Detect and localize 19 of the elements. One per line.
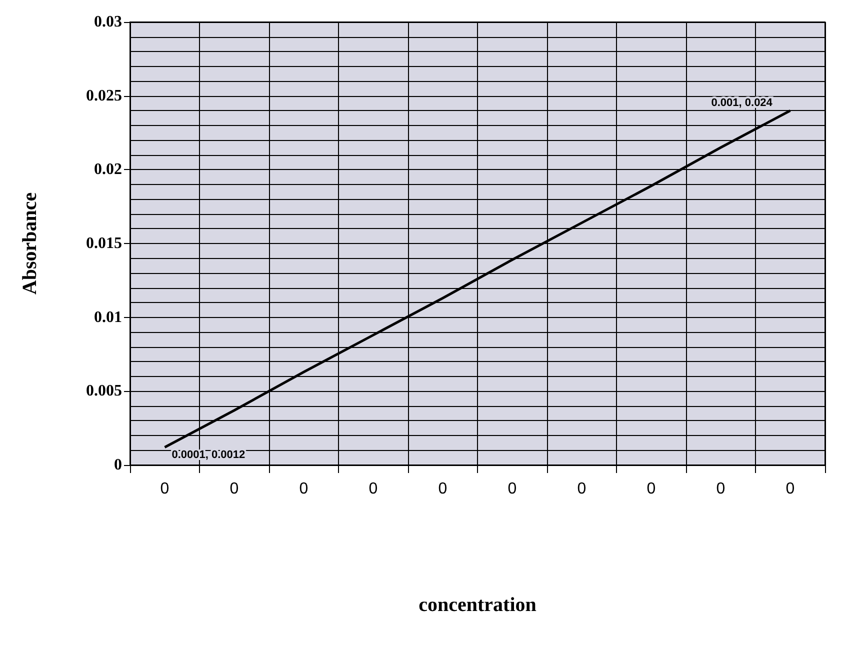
x-tick-label: 0 [368, 480, 378, 498]
x-tick-label: 0 [438, 480, 448, 498]
x-tick-label: 0 [646, 480, 656, 498]
x-tick-label: 0 [230, 480, 239, 498]
y-tick-label: 0.03 [94, 14, 122, 30]
x-tick-label: 0 [577, 480, 586, 498]
x-tick-label: 0 [786, 480, 795, 498]
y-axis-title: Absorbance [19, 192, 41, 295]
x-tick-label: 0 [508, 480, 517, 498]
y-tick-label: 0.02 [94, 161, 122, 178]
y-tick-label: 0.025 [86, 87, 122, 104]
y-tick-label: 0 [114, 456, 122, 474]
x-tick-label: 0 [716, 480, 726, 498]
y-tick-label: 0.005 [86, 382, 122, 400]
x-axis-title: concentration [418, 594, 536, 616]
x-tick-label: 0 [160, 480, 170, 498]
y-tick-label: 0.015 [86, 235, 122, 252]
y-tick-label: 0.01 [94, 308, 122, 326]
x-tick-label: 0 [299, 480, 308, 498]
